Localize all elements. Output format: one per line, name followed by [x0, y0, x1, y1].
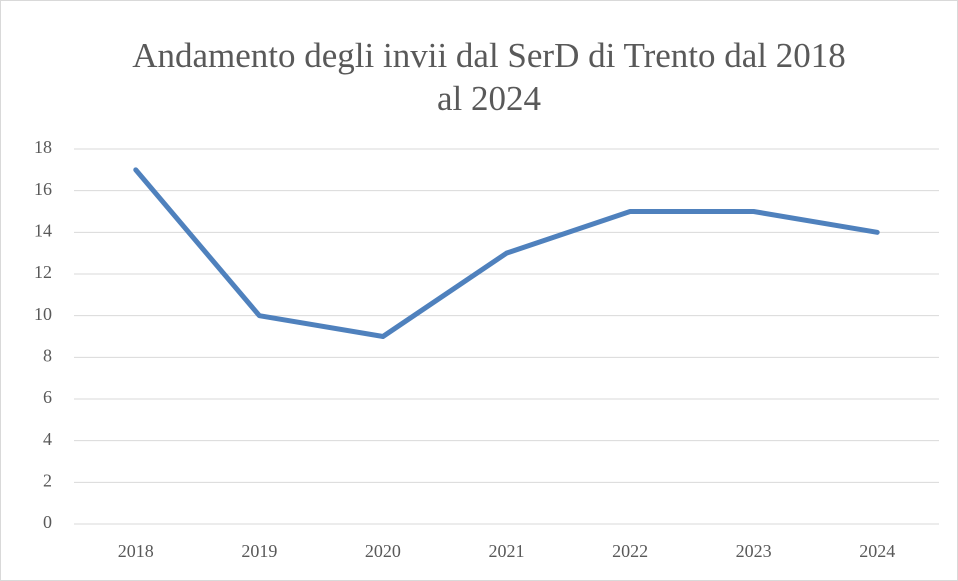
x-tick-label: 2019 — [241, 541, 277, 561]
y-tick-label: 14 — [34, 220, 52, 240]
x-tick-label: 2020 — [365, 541, 401, 561]
x-tick-label: 2023 — [736, 541, 772, 561]
y-tick-label: 16 — [34, 179, 52, 199]
y-tick-label: 12 — [34, 262, 52, 282]
y-tick-label: 8 — [43, 345, 52, 365]
x-tick-label: 2021 — [489, 541, 525, 561]
x-tick-label: 2018 — [118, 541, 154, 561]
x-tick-label: 2022 — [612, 541, 648, 561]
y-tick-label: 4 — [43, 429, 52, 449]
y-tick-label: 18 — [34, 137, 52, 157]
data-line — [133, 167, 880, 339]
y-tick-label: 10 — [34, 304, 52, 324]
y-tick-label: 0 — [43, 512, 52, 532]
y-tick-label: 2 — [43, 470, 52, 490]
chart-title: Andamento degli invii dal SerD di Trento… — [132, 36, 846, 118]
x-tick-label: 2024 — [859, 541, 895, 561]
y-tick-label: 6 — [43, 387, 52, 407]
